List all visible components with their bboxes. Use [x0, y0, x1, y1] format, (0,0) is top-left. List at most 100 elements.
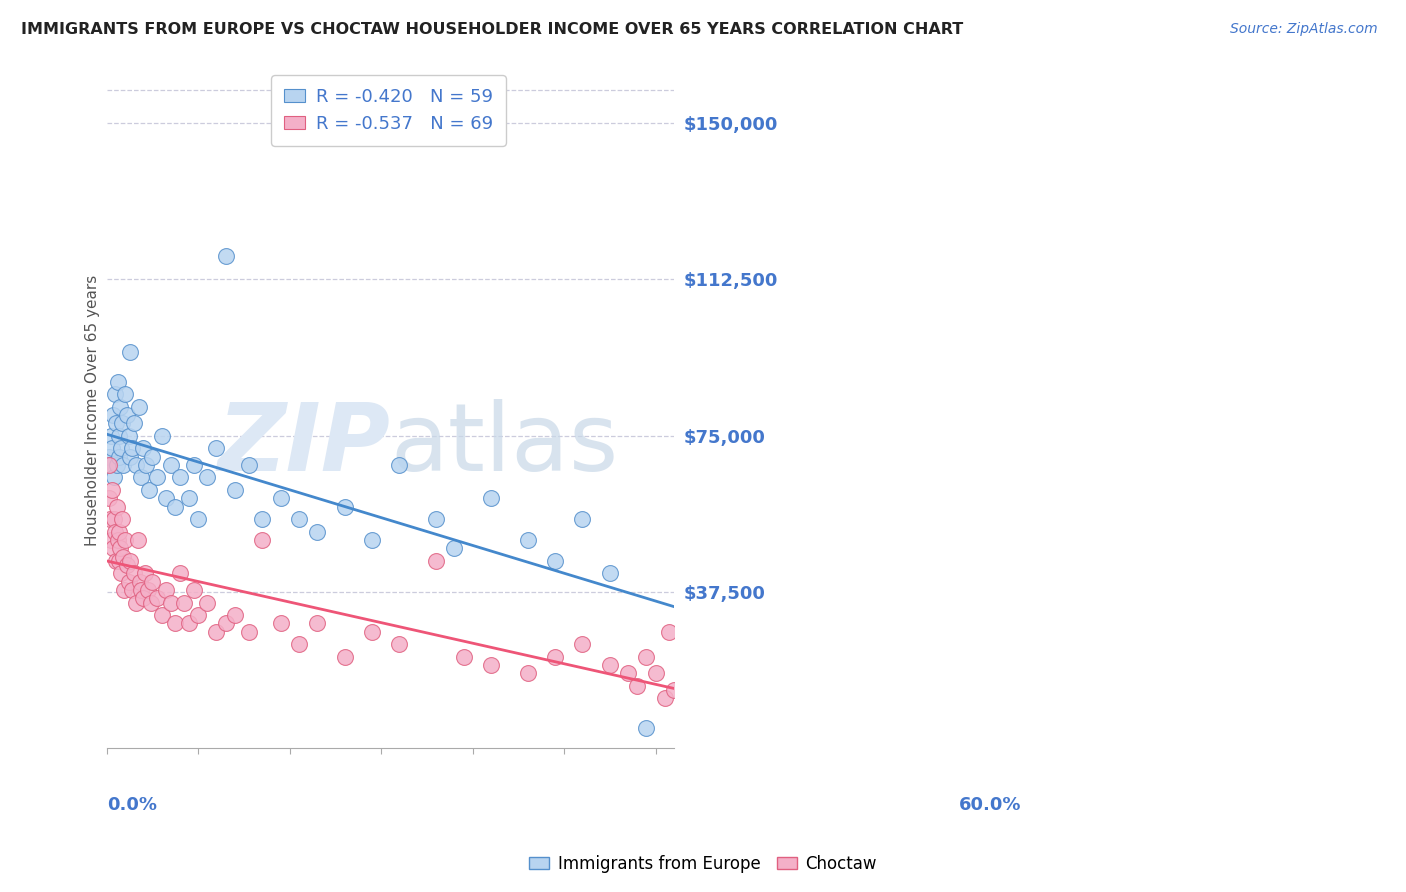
Point — [107, 375, 129, 389]
Point — [214, 616, 236, 631]
Point — [238, 624, 260, 639]
Point — [139, 595, 162, 609]
Point — [183, 458, 205, 472]
Point — [214, 249, 236, 263]
Point — [121, 442, 143, 456]
Point — [132, 591, 155, 606]
Point — [544, 649, 567, 664]
Point — [105, 500, 128, 514]
Point — [112, 582, 135, 597]
Point — [270, 491, 292, 506]
Point — [252, 533, 274, 547]
Point — [662, 683, 685, 698]
Point — [443, 541, 465, 556]
Point — [252, 512, 274, 526]
Point — [98, 512, 121, 526]
Point — [125, 595, 148, 609]
Point — [131, 470, 153, 484]
Point — [110, 442, 132, 456]
Point — [103, 512, 125, 526]
Point — [224, 483, 246, 497]
Point — [626, 679, 648, 693]
Point — [159, 595, 181, 609]
Point — [104, 554, 127, 568]
Point — [388, 458, 411, 472]
Point — [100, 429, 122, 443]
Point — [195, 470, 218, 484]
Point — [107, 429, 129, 443]
Point — [101, 408, 124, 422]
Point — [101, 541, 124, 556]
Point — [425, 554, 447, 568]
Point — [108, 450, 131, 464]
Point — [117, 429, 139, 443]
Point — [425, 512, 447, 526]
Point — [288, 637, 311, 651]
Point — [98, 491, 121, 506]
Point — [128, 574, 150, 589]
Point — [177, 491, 200, 506]
Point — [333, 500, 356, 514]
Point — [135, 458, 157, 472]
Point — [107, 554, 129, 568]
Text: 60.0%: 60.0% — [959, 796, 1022, 814]
Point — [128, 400, 150, 414]
Point — [516, 533, 538, 547]
Text: ZIP: ZIP — [218, 399, 391, 491]
Point — [141, 574, 163, 589]
Point — [101, 483, 124, 497]
Point — [516, 666, 538, 681]
Point — [571, 637, 593, 651]
Point — [333, 649, 356, 664]
Legend: Immigrants from Europe, Choctaw: Immigrants from Europe, Choctaw — [523, 848, 883, 880]
Point — [122, 416, 145, 430]
Point — [100, 533, 122, 547]
Point — [479, 658, 502, 673]
Point — [111, 512, 134, 526]
Point — [270, 616, 292, 631]
Point — [636, 649, 658, 664]
Legend: R = -0.420   N = 59, R = -0.537   N = 69: R = -0.420 N = 59, R = -0.537 N = 69 — [271, 75, 506, 145]
Point — [150, 429, 173, 443]
Point — [165, 500, 187, 514]
Point — [120, 554, 142, 568]
Point — [187, 608, 209, 623]
Point — [159, 458, 181, 472]
Point — [636, 721, 658, 735]
Point — [112, 549, 135, 564]
Point — [169, 566, 191, 581]
Point — [118, 450, 141, 464]
Point — [120, 345, 142, 359]
Point — [97, 458, 120, 472]
Point — [103, 470, 125, 484]
Point — [141, 450, 163, 464]
Point — [388, 637, 411, 651]
Point — [110, 400, 132, 414]
Point — [101, 442, 124, 456]
Point — [146, 591, 169, 606]
Y-axis label: Householder Income Over 65 years: Householder Income Over 65 years — [86, 275, 100, 547]
Point — [104, 524, 127, 539]
Point — [104, 387, 127, 401]
Point — [288, 512, 311, 526]
Point — [617, 666, 640, 681]
Point — [121, 582, 143, 597]
Point — [115, 408, 138, 422]
Point — [110, 566, 132, 581]
Text: IMMIGRANTS FROM EUROPE VS CHOCTAW HOUSEHOLDER INCOME OVER 65 YEARS CORRELATION C: IMMIGRANTS FROM EUROPE VS CHOCTAW HOUSEH… — [21, 22, 963, 37]
Point — [136, 582, 159, 597]
Point — [654, 691, 676, 706]
Point — [173, 595, 195, 609]
Text: Source: ZipAtlas.com: Source: ZipAtlas.com — [1230, 22, 1378, 37]
Point — [132, 442, 155, 456]
Point — [127, 533, 149, 547]
Point — [104, 416, 127, 430]
Point — [571, 512, 593, 526]
Point — [195, 595, 218, 609]
Point — [361, 533, 384, 547]
Point — [165, 616, 187, 631]
Point — [544, 554, 567, 568]
Point — [125, 458, 148, 472]
Point — [98, 458, 121, 472]
Point — [658, 624, 681, 639]
